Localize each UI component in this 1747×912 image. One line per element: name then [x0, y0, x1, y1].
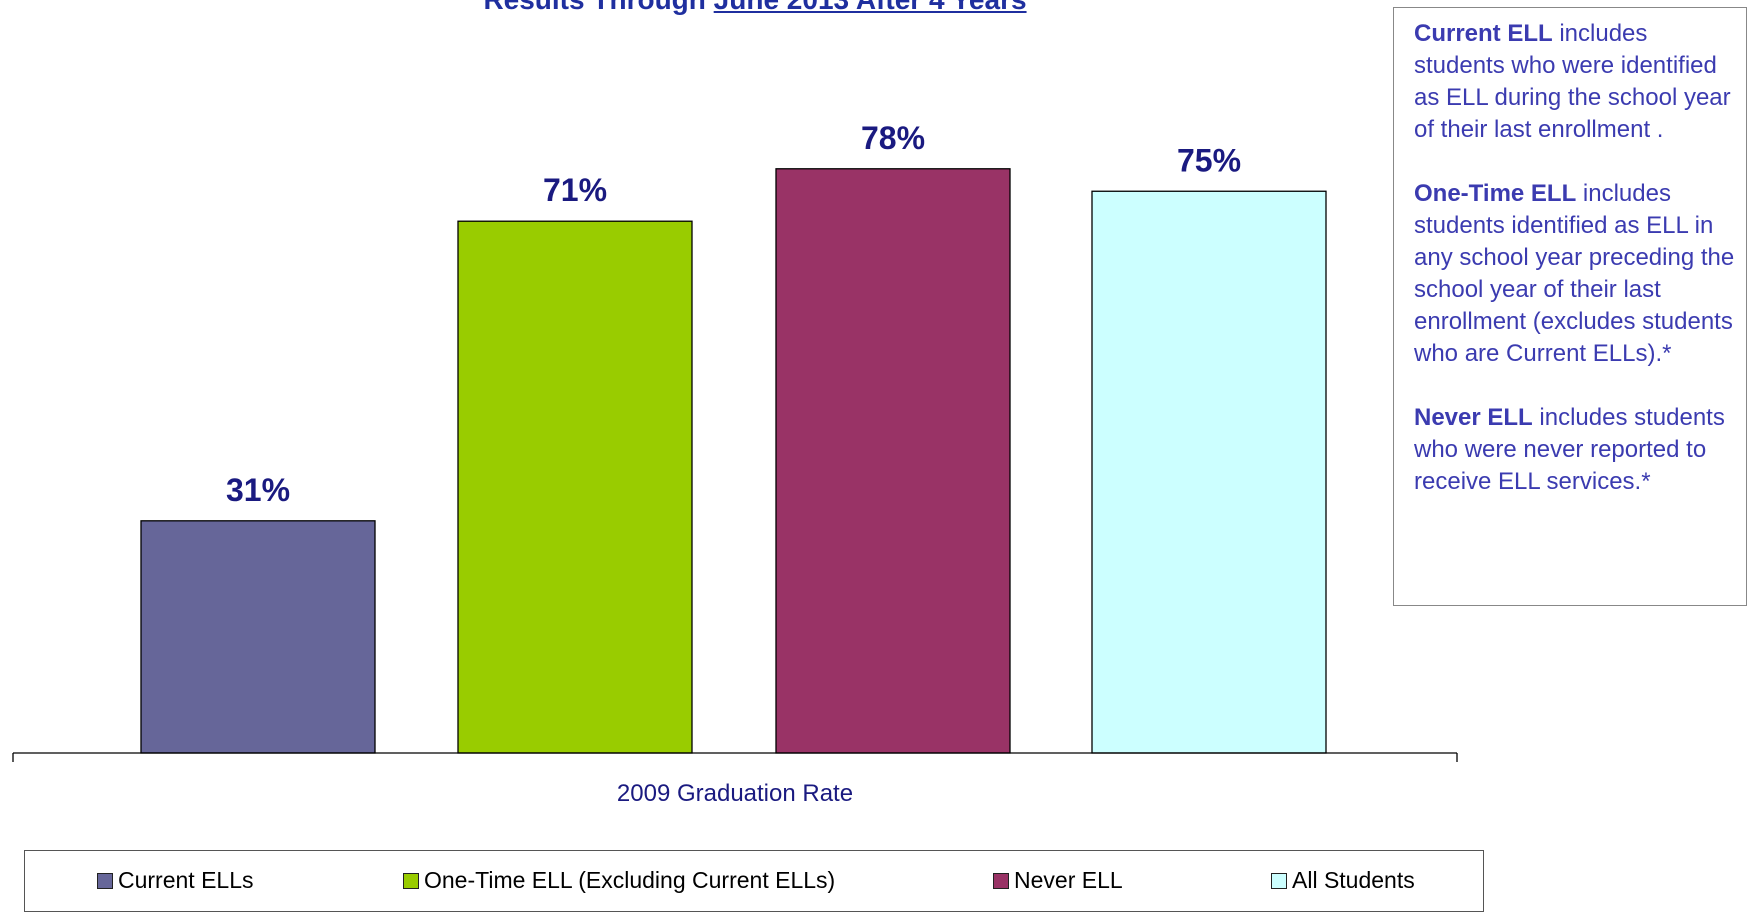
data-label: 71%	[543, 172, 607, 208]
bar-1	[140, 520, 376, 754]
chart-title-underlined: June 2013 After 4 Years	[714, 0, 1027, 15]
legend-swatch	[993, 872, 1009, 889]
definition-never-ell: Never ELL includes students who were nev…	[1414, 402, 1738, 498]
legend-swatch	[97, 872, 113, 889]
legend-swatch	[403, 872, 419, 889]
legend-label: Never ELL	[1014, 867, 1123, 893]
bar-2	[457, 220, 693, 754]
definition-term: Never ELL	[1414, 404, 1533, 431]
definition-one-time-ell: One-Time ELL includes students identifie…	[1414, 178, 1738, 370]
definition-term: One-Time ELL	[1414, 180, 1577, 207]
legend-label: One-Time ELL (Excluding Current ELLs)	[424, 867, 836, 893]
legend-label: All Students	[1292, 867, 1415, 893]
data-label: 75%	[1177, 142, 1241, 178]
x-tick-label: 2009 Graduation Rate	[617, 780, 853, 807]
definition-text: includes students who were identified as…	[1414, 20, 1731, 143]
legend-item: One-Time ELL (Excluding Current ELLs)	[403, 867, 835, 894]
legend-item: Current ELLs	[97, 867, 254, 894]
bar-4	[1091, 190, 1327, 754]
legend-swatch	[1271, 872, 1287, 889]
definitions-box: Current ELL includes students who were i…	[1393, 7, 1747, 606]
chart-title-prefix: Results Through	[483, 0, 705, 15]
legend-item: All Students	[1271, 867, 1415, 894]
data-label: 31%	[226, 472, 290, 508]
chart-legend: Current ELLs One-Time ELL (Excluding Curr…	[24, 850, 1484, 912]
data-label: 78%	[861, 120, 925, 156]
definition-text: includes students who were never reporte…	[1414, 404, 1725, 495]
definition-current-ell: Current ELL includes students who were i…	[1414, 18, 1738, 146]
definition-term: Current ELL	[1414, 20, 1553, 47]
legend-label: Current ELLs	[118, 867, 254, 893]
legend-item: Never ELL	[993, 867, 1123, 894]
chart-title: Results Through June 2013 After 4 Years	[0, 0, 1510, 16]
bar-3	[775, 168, 1011, 754]
definition-text: includes students identified as ELL in a…	[1414, 180, 1735, 367]
